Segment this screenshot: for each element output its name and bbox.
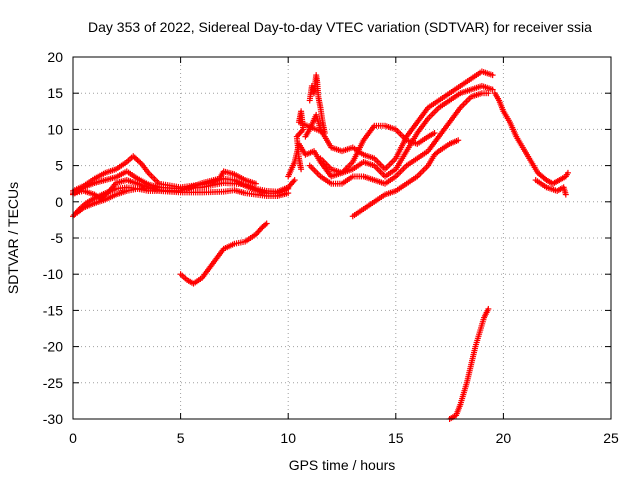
x-axis-label: GPS time / hours [289,457,396,473]
grid-lines [73,57,611,419]
x-tick-labels: 0 5 10 15 20 25 [69,430,619,446]
data-point [562,191,569,198]
data-point [455,137,462,144]
data-point [252,180,259,187]
y-tick-label: 0 [55,194,63,210]
data-point [485,305,492,312]
data-point [489,86,496,93]
y-tick-label: -20 [43,339,63,355]
data-point [291,177,298,184]
x-tick-label: 25 [603,430,619,446]
y-tick-label: 20 [47,49,63,65]
data-point [431,130,438,137]
chart-title: Day 353 of 2022, Sidereal Day-to-day VTE… [88,19,592,35]
y-tick-label: -25 [43,375,63,391]
x-tick-label: 0 [69,430,77,446]
data-point [564,169,571,176]
y-tick-labels: -30 -25 -20 -15 -10 -5 0 5 10 15 20 [43,49,63,427]
y-tick-label: -5 [51,230,64,246]
y-tick-label: 5 [55,158,63,174]
x-tick-label: 15 [388,430,404,446]
data-point [489,72,496,79]
data-points [70,68,571,422]
y-tick-label: -10 [43,266,63,282]
x-tick-label: 5 [177,430,185,446]
data-point [263,220,270,227]
y-tick-label: 10 [47,121,63,137]
data-point [485,90,492,97]
plot-frame [72,56,612,420]
y-tick-label: -15 [43,302,63,318]
data-point [156,184,163,191]
x-tick-label: 10 [280,430,296,446]
y-axis-label: SDTVAR / TECUs [5,182,21,294]
x-tick-label: 20 [496,430,512,446]
data-point [285,190,292,197]
y-tick-label: 15 [47,85,63,101]
axis-ticks [72,56,612,420]
data-point [298,166,305,173]
y-tick-label: -30 [43,411,63,427]
